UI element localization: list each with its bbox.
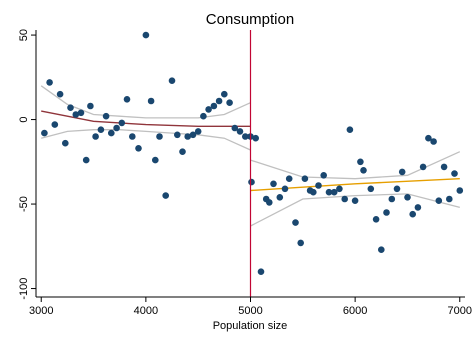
data-point — [357, 158, 364, 166]
data-point — [41, 129, 48, 137]
axes: 3000 4000 5000 6000 7000 50 0 -50 -100 — [18, 29, 472, 317]
data-point — [135, 145, 142, 152]
data-point — [123, 96, 131, 103]
x-tick-label: 5000 — [238, 305, 262, 317]
data-point — [210, 102, 218, 110]
data-point — [419, 163, 427, 171]
data-point — [147, 97, 155, 105]
data-point — [446, 195, 453, 203]
data-point — [56, 90, 64, 98]
data-point — [142, 31, 150, 39]
data-point — [451, 170, 458, 177]
y-tick-label: -50 — [18, 196, 30, 212]
left-ci-upper — [40, 85, 251, 119]
data-point — [205, 106, 212, 113]
data-point — [388, 195, 396, 203]
data-point — [336, 185, 343, 193]
left-fit-line — [41, 110, 251, 127]
data-point — [67, 104, 74, 111]
x-axis-label: Population size — [213, 320, 288, 332]
data-point — [242, 133, 249, 140]
data-point — [215, 97, 223, 105]
data-point — [72, 111, 80, 118]
data-point — [414, 204, 422, 211]
data-point — [189, 131, 197, 139]
data-point — [221, 90, 228, 98]
data-point — [179, 148, 186, 155]
data-point — [281, 185, 289, 193]
data-point — [82, 156, 90, 164]
data-point — [325, 188, 333, 196]
data-point — [231, 124, 239, 132]
data-point — [440, 163, 448, 171]
data-point — [87, 102, 94, 110]
data-point — [156, 133, 163, 140]
data-point — [184, 133, 191, 140]
data-point — [108, 129, 115, 137]
data-point — [367, 185, 375, 193]
data-point — [383, 209, 390, 216]
data-point — [292, 219, 299, 226]
data-point — [118, 119, 126, 127]
data-point — [378, 246, 385, 253]
data-point — [315, 182, 322, 189]
x-tick-label: 4000 — [134, 305, 158, 317]
data-point — [102, 112, 110, 120]
y-tick-label: -100 — [18, 278, 30, 300]
data-point — [270, 180, 277, 188]
chart-title: Consumption — [206, 11, 294, 28]
data-point — [297, 239, 305, 247]
data-points — [41, 31, 464, 276]
data-point — [200, 112, 207, 120]
data-point — [97, 126, 105, 133]
data-point — [285, 175, 293, 182]
data-point — [393, 185, 401, 193]
data-point — [248, 178, 255, 186]
x-tick-label: 7000 — [448, 305, 472, 317]
data-point — [456, 187, 464, 194]
data-point — [77, 109, 85, 117]
data-point — [404, 194, 411, 201]
data-point — [236, 128, 244, 135]
data-point — [301, 175, 309, 182]
data-point — [62, 139, 69, 147]
data-point — [226, 99, 233, 106]
data-point — [266, 199, 273, 206]
data-point — [194, 128, 202, 135]
data-point — [310, 188, 317, 196]
data-point — [398, 168, 406, 176]
right-ci-lower — [250, 193, 460, 227]
data-point — [430, 138, 437, 145]
y-tick-label: 50 — [18, 29, 30, 41]
confidence-bands — [40, 85, 461, 227]
data-point — [257, 268, 265, 276]
x-tick-label: 6000 — [343, 305, 367, 317]
right-ci-upper — [250, 151, 461, 180]
left-ci-lower — [41, 129, 251, 151]
data-point — [330, 188, 338, 196]
y-tick-label: 0 — [18, 117, 30, 123]
data-point — [276, 194, 284, 201]
data-point — [174, 131, 181, 139]
data-point — [152, 156, 159, 164]
data-point — [351, 197, 359, 204]
data-point — [425, 134, 432, 142]
data-point — [252, 134, 259, 142]
x-tick-label: 3000 — [29, 305, 53, 317]
data-point — [341, 195, 349, 203]
data-point — [168, 77, 176, 84]
data-point — [346, 126, 354, 133]
data-point — [51, 121, 59, 128]
data-point — [162, 192, 169, 199]
data-point — [92, 133, 99, 140]
data-point — [320, 172, 328, 179]
data-point — [409, 210, 417, 218]
data-point — [46, 79, 53, 86]
data-point — [435, 197, 443, 204]
data-point — [129, 133, 136, 140]
data-point — [372, 216, 380, 223]
data-point — [113, 124, 120, 132]
data-point — [360, 167, 367, 174]
